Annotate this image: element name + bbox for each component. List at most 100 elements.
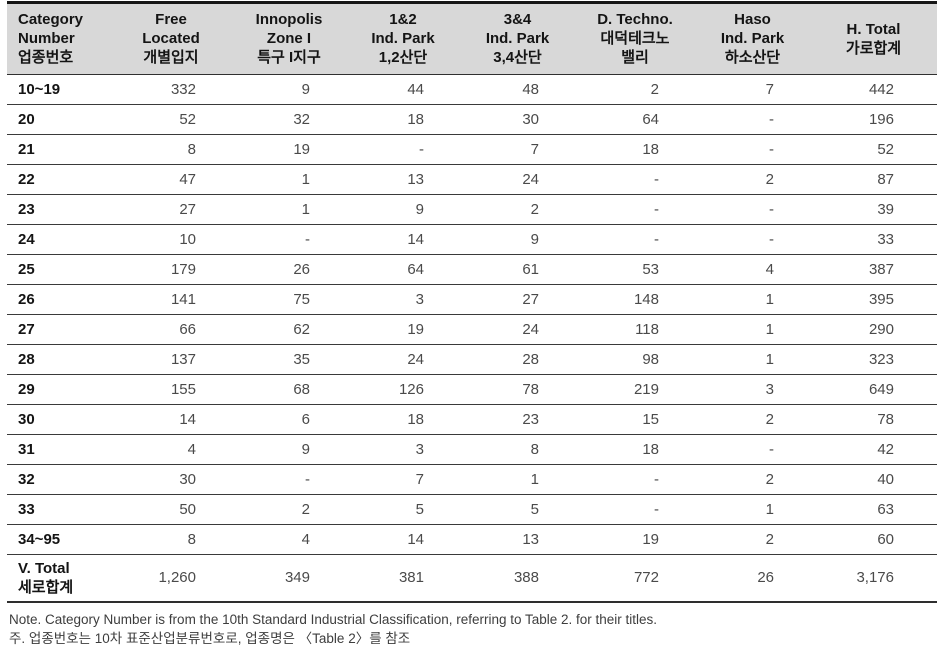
cell-value: 14 — [346, 224, 460, 255]
cell-value: - — [232, 224, 346, 255]
cell-value: 87 — [810, 164, 937, 195]
cell-value: 35 — [232, 344, 346, 375]
table-row: 28 137 35 24 28 98 1 323 — [7, 344, 937, 375]
cell-value: 2 — [575, 74, 695, 105]
cell-value: 47 — [110, 164, 232, 195]
cell-value: 32 — [232, 104, 346, 135]
cell-value: 62 — [232, 314, 346, 345]
cell-value: 141 — [110, 284, 232, 315]
cell-value: 196 — [810, 104, 937, 135]
cell-value: 19 — [232, 134, 346, 165]
table-body: 10~19 332 9 44 48 2 7 442 20 52 32 18 30 64-196 21 8 19-… — [7, 74, 937, 603]
total-row: V. Total 세로합계 1,260 349 381 388 772 26 3,176 — [7, 554, 937, 603]
row-label: 21 — [7, 134, 110, 165]
row-label: 24 — [7, 224, 110, 255]
cell-value: 40 — [810, 464, 937, 495]
cell-value: 8 — [110, 524, 232, 555]
cell-value: 2 — [232, 494, 346, 525]
cell-value: 1 — [695, 344, 810, 375]
cell-value: 9 — [232, 74, 346, 105]
row-label: 25 — [7, 254, 110, 285]
header-ind-park-34: 3&4 Ind. Park 3,4산단 — [460, 2, 575, 75]
cell-value: 61 — [460, 254, 575, 285]
cell-value: - — [346, 134, 460, 165]
cell-value: 7 — [695, 74, 810, 105]
row-label: 10~19 — [7, 74, 110, 105]
table-row: 10~19 332 9 44 48 2 7 442 — [7, 74, 937, 105]
cell-value: 4 — [695, 254, 810, 285]
cell-value: 7 — [346, 464, 460, 495]
cell-value: 9 — [460, 224, 575, 255]
note-english: Note. Category Number is from the 10th S… — [9, 611, 658, 627]
cell-value: 78 — [810, 404, 937, 435]
cell-value: 1 — [695, 284, 810, 315]
cell-value: 24 — [460, 314, 575, 345]
table-row: 25 179 26 64 61 53 4 387 — [7, 254, 937, 285]
cell-value: 23 — [460, 404, 575, 435]
cell-value: 68 — [232, 374, 346, 405]
cell-value: 14 — [346, 524, 460, 555]
table-row: 23 27 1 9 2- -39 — [7, 194, 937, 225]
cell-value: 6 — [232, 404, 346, 435]
cell-value: 24 — [460, 164, 575, 195]
cell-value: - — [575, 194, 695, 225]
cell-value: 1 — [232, 164, 346, 195]
header-haso-ind-park: Haso Ind. Park 하소산단 — [695, 2, 810, 75]
row-label: 22 — [7, 164, 110, 195]
cell-value: 7 — [460, 134, 575, 165]
table-row: 24 10-14 9- -33 — [7, 224, 937, 255]
cell-value: 2 — [695, 164, 810, 195]
cell-value: 3,176 — [810, 554, 937, 603]
header-free-located: Free Located 개별입지 — [110, 2, 232, 75]
cell-value: 2 — [695, 404, 810, 435]
cell-value: 1 — [695, 314, 810, 345]
table-row: 27 66 62 19 24 118 1 290 — [7, 314, 937, 345]
cell-value: 39 — [810, 194, 937, 225]
cell-value: 19 — [575, 524, 695, 555]
cell-value: 332 — [110, 74, 232, 105]
cell-value: 24 — [346, 344, 460, 375]
table-header: Category Number 업종번호 Free Located 개별입지 I… — [7, 2, 937, 75]
row-label: 31 — [7, 434, 110, 465]
cell-value: 3 — [695, 374, 810, 405]
header-h-total: H. Total 가로합계 — [810, 2, 937, 75]
cell-value: 349 — [232, 554, 346, 603]
cell-value: 42 — [810, 434, 937, 465]
header-category-number: Category Number 업종번호 — [7, 2, 110, 75]
table-row: 32 30-7 1-2 40 — [7, 464, 937, 495]
cell-value: 1 — [232, 194, 346, 225]
cell-value: - — [575, 224, 695, 255]
cell-value: - — [695, 194, 810, 225]
cell-value: 126 — [346, 374, 460, 405]
cell-value: 19 — [346, 314, 460, 345]
cell-value: 60 — [810, 524, 937, 555]
cell-value: 13 — [346, 164, 460, 195]
cell-value: 4 — [232, 524, 346, 555]
row-label: 20 — [7, 104, 110, 135]
cell-value: 75 — [232, 284, 346, 315]
cell-value: 323 — [810, 344, 937, 375]
cell-value: 48 — [460, 74, 575, 105]
cell-value: 78 — [460, 374, 575, 405]
row-label: 23 — [7, 194, 110, 225]
cell-value: 3 — [346, 284, 460, 315]
cell-value: 5 — [346, 494, 460, 525]
total-row-label: V. Total 세로합계 — [7, 554, 110, 603]
cell-value: 13 — [460, 524, 575, 555]
cell-value: 64 — [575, 104, 695, 135]
cell-value: 27 — [110, 194, 232, 225]
cell-value: - — [695, 434, 810, 465]
cell-value: 27 — [460, 284, 575, 315]
cell-value: 3 — [346, 434, 460, 465]
note-korean: 주. 업종번호는 10차 표준산업분류번호로, 업종명은 〈Table 2〉를 … — [9, 630, 411, 646]
cell-value: 33 — [810, 224, 937, 255]
cell-value: 30 — [460, 104, 575, 135]
cell-value: 148 — [575, 284, 695, 315]
table-row: 33 50 2 5 5-1 63 — [7, 494, 937, 525]
cell-value: 8 — [110, 134, 232, 165]
cell-value: 179 — [110, 254, 232, 285]
cell-value: 1,260 — [110, 554, 232, 603]
row-label: 33 — [7, 494, 110, 525]
cell-value: 18 — [346, 104, 460, 135]
